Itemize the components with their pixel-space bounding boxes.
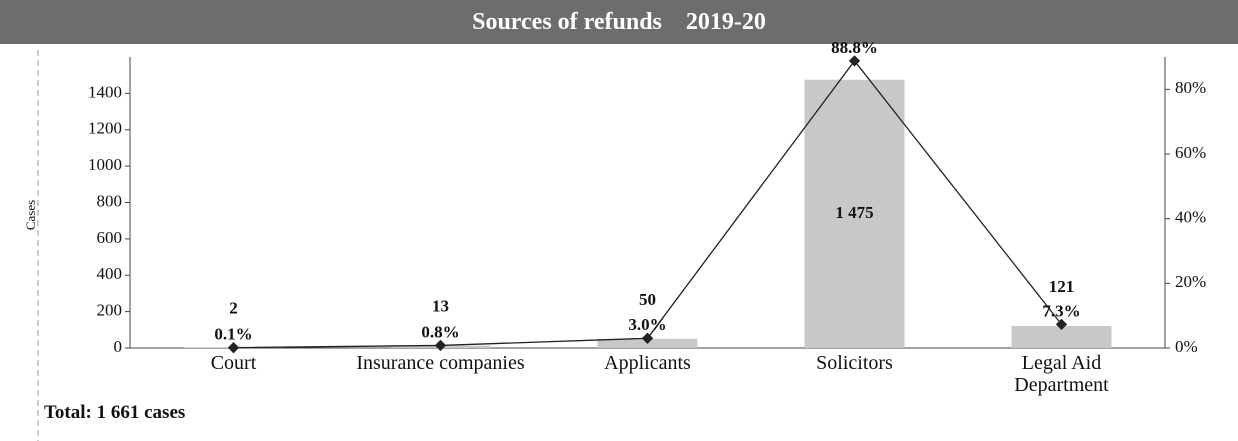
x-tick-label: Insurance companies (356, 352, 525, 374)
line-value-label: 7.3% (1042, 301, 1080, 320)
note: Total: 1 661 cases (44, 402, 186, 423)
y2-tick-label: 60% (1175, 143, 1206, 162)
y-tick-label: 1200 (88, 119, 122, 138)
y-tick-label: 200 (97, 301, 123, 320)
y-axis-label: Cases (23, 200, 38, 230)
bar-value-label: 13 (432, 297, 449, 316)
x-tick-label: Legal Aid Department (1014, 352, 1109, 396)
bar-value-label: 50 (639, 290, 656, 309)
line-marker (227, 342, 240, 354)
y-tick-label: 600 (97, 228, 123, 247)
x-tick-label: Applicants (604, 352, 691, 374)
line-value-label: 3.0% (628, 315, 666, 334)
line-marker (1055, 318, 1068, 331)
line-marker (434, 339, 447, 352)
x-tick-label: Solicitors (816, 352, 893, 374)
bar-value-label: 121 (1049, 277, 1075, 296)
bar (804, 79, 905, 348)
y-tick-label: 800 (97, 191, 123, 210)
line-marker (848, 55, 861, 67)
bar (1011, 325, 1112, 348)
y2-tick-label: 0% (1175, 337, 1198, 356)
y-tick-label: 400 (97, 264, 123, 283)
y-tick-label: 1000 (88, 155, 122, 174)
line-value-label: 0.1% (214, 325, 252, 344)
line-value-label: 88.8% (831, 38, 878, 57)
y-tick-label: 0 (114, 337, 123, 356)
line-value-label: 0.8% (421, 322, 459, 341)
bar-value-label: 2 (229, 299, 238, 318)
y2-tick-label: 80% (1175, 78, 1206, 97)
y-tick-label: 1400 (88, 82, 122, 101)
bar-value-label: 1 475 (835, 203, 873, 222)
chart-title: Sources of refunds 2019-20 (0, 0, 1238, 44)
y2-tick-label: 40% (1175, 208, 1206, 227)
line-marker (641, 332, 654, 344)
x-tick-label: Court (210, 352, 257, 374)
y2-tick-label: 20% (1175, 272, 1206, 291)
